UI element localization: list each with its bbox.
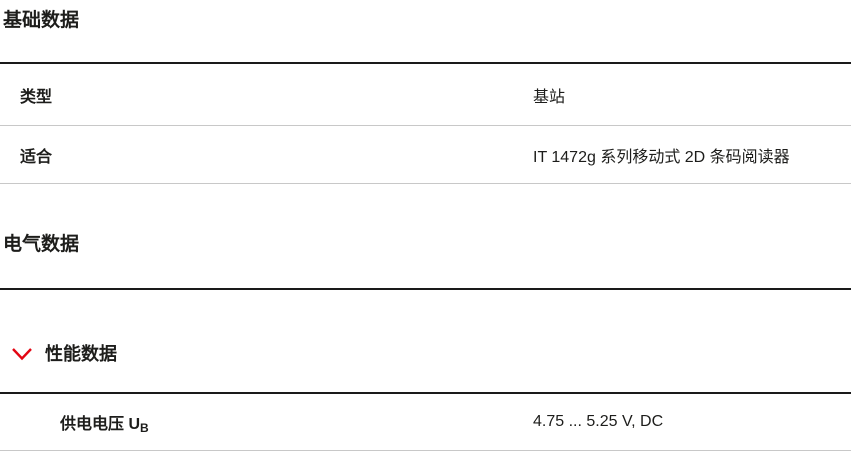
- subscript-b: B: [140, 420, 149, 435]
- section-title-electrical-data: 电气数据: [3, 234, 80, 255]
- subsection-title-performance-data: 性能数据: [45, 344, 117, 364]
- row-label-suitable-for: 适合: [20, 148, 53, 166]
- electrical-data-section: 性能数据 供电电压 UB 4.75 ... 5.25 V, DC: [0, 288, 851, 451]
- section-title-basic-data: 基础数据: [3, 10, 80, 31]
- table-row: 适合 IT 1472g 系列移动式 2D 条码阅读器: [0, 126, 851, 184]
- table-row: 供电电压 UB 4.75 ... 5.25 V, DC: [0, 394, 851, 451]
- row-value-type: 基站: [533, 88, 566, 106]
- basic-data-table: 类型 基站 适合 IT 1472g 系列移动式 2D 条码阅读器: [0, 62, 851, 184]
- performance-data-toggle[interactable]: 性能数据: [0, 290, 851, 366]
- row-label-supply-voltage: 供电电压 UB: [60, 415, 149, 435]
- performance-data-table: 供电电压 UB 4.75 ... 5.25 V, DC: [0, 392, 851, 451]
- chevron-down-icon[interactable]: [11, 347, 33, 361]
- row-value-suitable-for: IT 1472g 系列移动式 2D 条码阅读器: [533, 148, 790, 166]
- row-value-supply-voltage: 4.75 ... 5.25 V, DC: [533, 413, 664, 430]
- row-label-type: 类型: [20, 88, 53, 106]
- table-row: 类型 基站: [0, 64, 851, 126]
